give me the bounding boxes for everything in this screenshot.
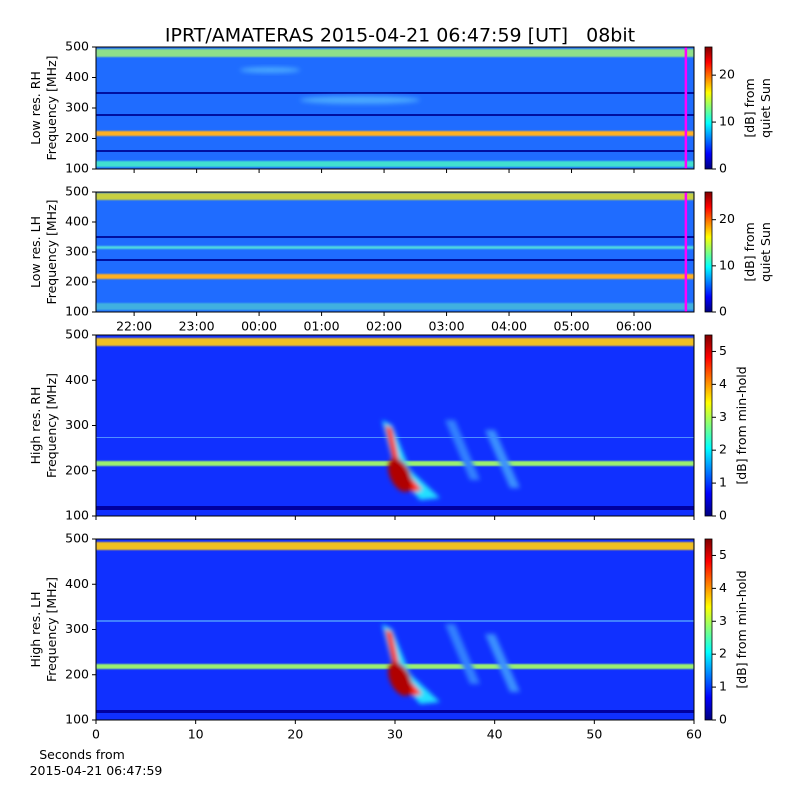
y-axis-label: High res. RHFrequency [MHz] [28,373,59,478]
y-axis-label-line: Frequency [MHz] [44,199,59,304]
y-tick-label: 100 [65,304,89,319]
colorbar-label-line: [dB] from [742,78,757,137]
x-axis-label-line: 2015-04-21 06:47:59 [30,763,163,778]
colorbar-tick-label: 2 [719,442,727,457]
y-tick-label: 100 [65,712,89,727]
x-tick-label: 60 [686,727,702,742]
colorbar-label-line: quiet Sun [758,78,773,138]
colorbar-tick-label: 10 [719,114,735,129]
colorbar-tick-label: 20 [719,67,735,82]
y-tick-label: 500 [65,531,89,546]
y-axis-label-line: Frequency [MHz] [44,55,59,160]
colorbar-tick-label: 3 [719,613,727,628]
colorbar-label-line: [dB] from min-hold [734,570,749,688]
y-axis-label-line: High res. RH [28,387,43,465]
x-tick-label: 10 [188,727,204,742]
x-tick-label: 20 [287,727,303,742]
chart-title: IPRT/AMATERAS 2015-04-21 06:47:59 [UT] 0… [165,25,635,47]
y-tick-label: 200 [65,130,89,145]
colorbar-label-line: [dB] from [742,222,757,281]
y-axis-label-line: High res. LH [28,591,43,667]
colorbar-tick-label: 4 [719,376,727,391]
y-tick-label: 200 [65,666,89,681]
y-tick-label: 500 [65,327,89,342]
colorbar [704,191,713,313]
x-tick-label: 0 [92,727,100,742]
colorbar-tick-label: 3 [719,409,727,424]
x-tick-label: 23:00 [179,319,215,334]
y-tick-label: 500 [65,39,89,54]
x-tick-label: 50 [586,727,602,742]
y-tick-label: 200 [65,462,89,477]
spectrogram-texture [96,47,694,720]
colorbar-label-line: quiet Sun [758,222,773,282]
y-axis-label: High res. LHFrequency [MHz] [28,577,59,682]
colorbar-tick-label: 5 [719,547,727,562]
y-tick-label: 300 [65,417,89,432]
colorbar-label: [dB] from min-hold [734,570,749,688]
y-tick-label: 300 [65,244,89,259]
x-tick-label: 06:00 [616,319,652,334]
colorbar-tick-label: 20 [719,211,735,226]
y-tick-label: 500 [65,184,89,199]
x-tick-label: 03:00 [429,319,465,334]
x-axis-label-line: Seconds from [39,747,125,762]
y-axis-label-line: Low res. RH [28,71,43,145]
x-axis-label: Seconds from 2015-04-21 06:47:59 [30,747,163,778]
y-axis-label: Low res. RHFrequency [MHz] [28,55,59,160]
y-axis-label-line: Frequency [MHz] [44,577,59,682]
colorbar-tick-label: 1 [719,475,727,490]
colorbar-tick-label: 0 [719,508,727,523]
colorbar-tick-label: 0 [719,712,727,727]
x-tick-label: 30 [387,727,403,742]
y-axis-label: Low res. LHFrequency [MHz] [28,199,59,304]
colorbar-tick-label: 5 [719,343,727,358]
y-tick-label: 200 [65,274,89,289]
y-tick-label: 100 [65,161,89,176]
colorbar-tick-label: 4 [719,580,727,595]
colorbar-tick-label: 0 [719,304,727,319]
y-tick-label: 400 [65,576,89,591]
colorbar [704,334,713,517]
colorbar [704,46,713,170]
x-tick-label: 02:00 [366,319,402,334]
y-tick-label: 400 [65,214,89,229]
colorbar [704,538,713,721]
x-tick-label: 01:00 [304,319,340,334]
colorbar-tick-label: 0 [719,161,727,176]
y-axis-label-line: Low res. LH [28,216,43,288]
y-tick-label: 400 [65,372,89,387]
x-tick-label: 22:00 [116,319,152,334]
colorbar-label: [dB] fromquiet Sun [742,222,773,282]
colorbar-label: [dB] fromquiet Sun [742,78,773,138]
y-tick-label: 400 [65,69,89,84]
colorbar-label: [dB] from min-hold [734,366,749,484]
colorbar-tick-label: 2 [719,646,727,661]
x-tick-label: 04:00 [491,319,527,334]
y-axis-label-line: Frequency [MHz] [44,373,59,478]
colorbar-label-line: [dB] from min-hold [734,366,749,484]
x-tick-label: 40 [487,727,503,742]
colorbar-tick-label: 10 [719,257,735,272]
colorbar-tick-label: 1 [719,679,727,694]
y-tick-label: 300 [65,621,89,636]
y-tick-label: 300 [65,100,89,115]
x-tick-label: 05:00 [554,319,590,334]
y-tick-label: 100 [65,508,89,523]
x-tick-label: 00:00 [241,319,277,334]
